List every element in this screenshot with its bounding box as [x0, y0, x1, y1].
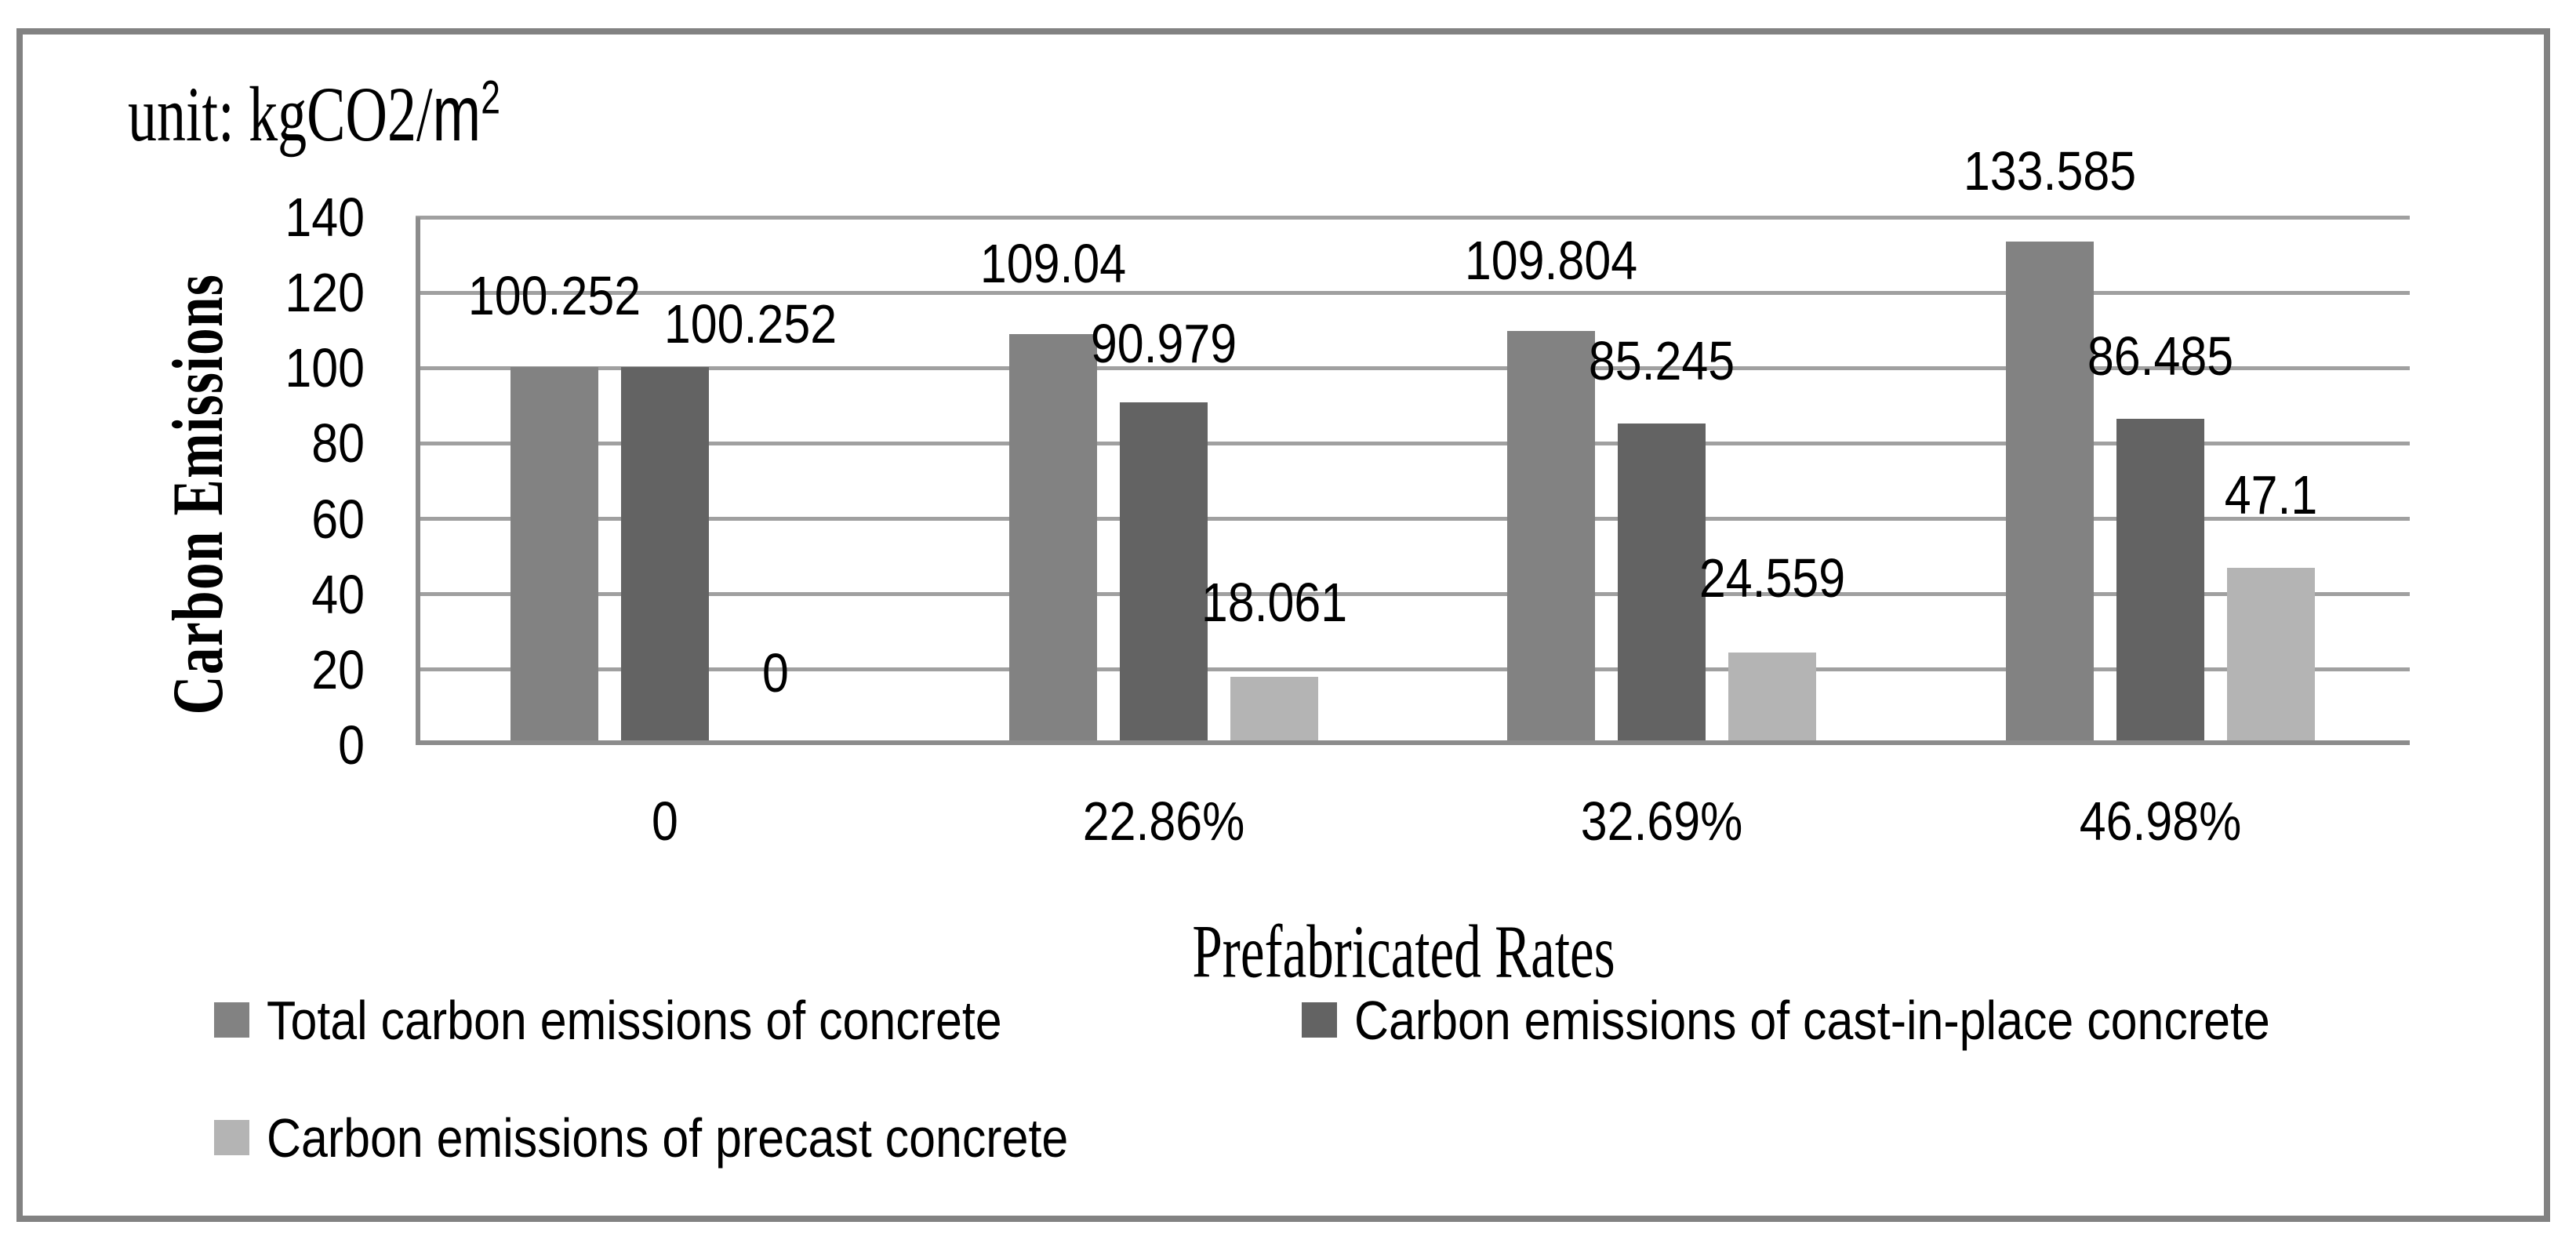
- y-tick-label: 60: [311, 489, 365, 550]
- bar-value-label: 24.559: [1699, 547, 1846, 609]
- unit-label: unit: kgCO2/m2: [128, 69, 500, 159]
- legend-swatch: [1302, 1002, 1337, 1038]
- x-category-label: 22.86%: [1082, 791, 1245, 852]
- y-axis-line: [416, 217, 420, 745]
- gridline: [416, 442, 2410, 445]
- bar-value-label: 0: [762, 642, 789, 703]
- bar-value-label: 86.485: [2087, 325, 2234, 387]
- legend-label: Carbon emissions of cast-in-place concre…: [1354, 990, 2270, 1051]
- legend-label: Total carbon emissions of concrete: [267, 990, 1002, 1051]
- y-tick-label: 100: [285, 337, 365, 398]
- bar-value-label: 100.252: [663, 293, 837, 354]
- gridline: [416, 291, 2410, 295]
- bar-value-label: 109.04: [979, 233, 1127, 294]
- gridline: [416, 667, 2410, 671]
- bar-value-label: 85.245: [1588, 330, 1735, 391]
- gridline: [416, 592, 2410, 596]
- bar-value-label: 133.585: [1963, 140, 2137, 202]
- bar: [510, 367, 598, 745]
- bar: [2227, 568, 2315, 745]
- bar: [2116, 419, 2204, 745]
- unit-label-base: m: [432, 70, 481, 158]
- y-tick-label: 120: [285, 262, 365, 323]
- bar-value-label: 90.979: [1090, 313, 1237, 374]
- unit-label-prefix: unit: kgCO2/: [128, 71, 433, 158]
- y-tick-label: 80: [311, 413, 365, 474]
- gridline: [416, 517, 2410, 521]
- bar-value-label: 18.061: [1201, 572, 1348, 633]
- y-tick-label: 140: [285, 187, 365, 248]
- bar-value-label: 109.804: [1464, 230, 1638, 291]
- gridline: [416, 366, 2410, 370]
- bar: [1230, 677, 1318, 745]
- legend-swatch: [214, 1002, 249, 1038]
- bar: [2006, 242, 2094, 745]
- y-tick-label: 0: [338, 714, 365, 776]
- x-axis-baseline: [416, 740, 2410, 745]
- bar: [1728, 653, 1816, 745]
- legend-swatch: [214, 1120, 249, 1155]
- bar: [1618, 424, 1706, 745]
- bar-value-label: 100.252: [467, 265, 641, 326]
- y-tick-label: 20: [311, 639, 365, 700]
- x-axis-title: Prefabricated Rates: [1192, 909, 1615, 994]
- bar-value-label: 47.1: [2224, 464, 2318, 525]
- bar: [1120, 402, 1208, 745]
- x-category-label: 32.69%: [1580, 791, 1743, 852]
- x-category-label: 46.98%: [2079, 791, 2242, 852]
- y-tick-label: 40: [311, 564, 365, 625]
- bar: [621, 367, 709, 745]
- legend-label: Carbon emissions of precast concrete: [267, 1107, 1069, 1169]
- plot-area: 100.252 100.252 0 109.04 90.979 18.061 109.804…: [416, 144, 2410, 745]
- unit-label-superscript: 2: [481, 71, 500, 124]
- bar: [1009, 334, 1097, 745]
- bar: [1507, 331, 1595, 745]
- x-category-label: 0: [652, 791, 678, 852]
- gridline: [416, 216, 2410, 220]
